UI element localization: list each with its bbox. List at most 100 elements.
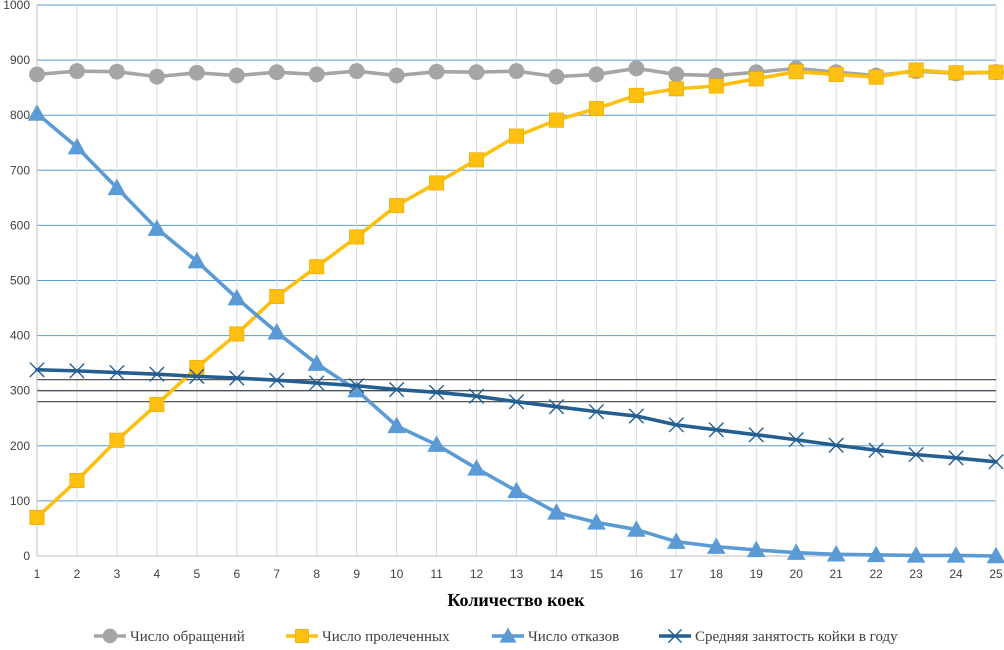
series-lines (27, 60, 1004, 564)
x-tick-label: 9 (353, 567, 360, 581)
data-point-marker (468, 64, 485, 81)
y-tick-label: 300 (10, 384, 30, 398)
data-point-marker (868, 442, 884, 458)
data-point-marker (748, 427, 764, 443)
data-point-marker (628, 60, 645, 77)
data-point-marker (149, 366, 165, 382)
legend-item-1: Число обращений (94, 628, 245, 645)
data-point-marker (667, 628, 683, 644)
data-point-marker (29, 362, 45, 378)
data-point-marker (746, 540, 766, 558)
y-tick-label: 200 (10, 439, 30, 453)
data-point-marker (389, 198, 405, 214)
series-3 (27, 104, 1004, 564)
data-point-marker (508, 394, 525, 410)
data-point-marker (109, 432, 125, 448)
x-tick-label: 11 (430, 567, 443, 581)
x-tick-label: 7 (273, 567, 280, 581)
y-tick-label: 800 (10, 108, 30, 122)
series-2 (29, 62, 1004, 525)
grid (36, 4, 997, 557)
data-point-marker (188, 64, 205, 81)
data-point-marker (229, 326, 245, 342)
data-point-marker (229, 370, 245, 386)
data-point-marker (307, 354, 327, 371)
data-point-marker (547, 503, 566, 520)
y-tick-label: 1000 (3, 0, 30, 12)
data-point-marker (708, 422, 724, 438)
x-tick-label: 24 (949, 567, 963, 581)
legend: Число обращений Число пролеченных Число от… (94, 627, 898, 645)
x-tick-label: 23 (909, 567, 923, 581)
x-tick-label: 12 (470, 567, 484, 581)
data-point-marker (427, 435, 446, 452)
series-4 (29, 362, 1004, 470)
data-point-marker (107, 178, 127, 196)
data-point-marker (309, 259, 325, 275)
data-point-marker (868, 69, 884, 85)
data-point-marker (786, 543, 806, 560)
data-point-marker (388, 67, 405, 84)
data-point-marker (668, 81, 684, 97)
data-point-marker (986, 546, 1004, 564)
x-tick-label: 8 (313, 567, 320, 581)
data-point-marker (69, 63, 85, 80)
data-point-marker (149, 396, 165, 412)
y-tick-label: 100 (10, 494, 30, 508)
data-point-marker (828, 66, 844, 82)
data-point-marker (147, 219, 167, 236)
data-point-marker (587, 513, 606, 530)
y-tick-label: 400 (10, 329, 30, 343)
x-tick-label: 5 (193, 567, 200, 581)
data-point-marker (189, 360, 205, 376)
data-point-marker (667, 532, 686, 549)
data-point-marker (227, 288, 247, 306)
legend-label: Число отказов (528, 629, 619, 645)
data-point-marker (588, 403, 605, 420)
data-point-marker (228, 67, 245, 84)
data-point-marker (628, 408, 645, 424)
data-point-marker (588, 101, 604, 117)
data-point-marker (508, 63, 525, 80)
x-tick-label: 4 (154, 567, 161, 581)
y-tick-label: 600 (10, 218, 30, 232)
data-point-marker (499, 627, 517, 643)
data-point-marker (428, 63, 445, 80)
legend-item-3: Число отказов (492, 627, 619, 645)
x-tick-label: 20 (790, 567, 804, 581)
data-point-marker (508, 128, 524, 144)
data-point-marker (349, 229, 365, 245)
x-tick-label: 25 (989, 567, 1003, 581)
data-point-marker (906, 546, 926, 563)
data-point-marker (268, 64, 285, 81)
legend-label: Средняя занятость койки в году (695, 629, 898, 645)
data-point-marker (108, 63, 125, 80)
data-point-marker (69, 363, 85, 379)
x-tick-label: 17 (670, 567, 684, 581)
data-point-marker (788, 432, 804, 448)
data-point-marker (189, 368, 205, 385)
data-point-marker (628, 87, 644, 103)
data-point-marker (267, 322, 287, 340)
data-point-marker (347, 380, 366, 398)
x-tick-label: 16 (630, 567, 644, 581)
data-point-marker (109, 364, 125, 381)
x-tick-label: 22 (869, 567, 883, 581)
y-tick-label: 500 (10, 274, 30, 288)
data-point-marker (348, 378, 365, 394)
data-point-marker (69, 473, 85, 489)
data-point-marker (668, 66, 685, 83)
legend-item-4: Средняя занятость койки в году (659, 628, 898, 645)
data-point-marker (309, 375, 325, 391)
y-tick-label: 900 (10, 53, 30, 67)
x-tick-label: 10 (390, 567, 404, 581)
data-point-marker (67, 137, 87, 155)
data-point-marker (706, 537, 726, 554)
x-tick-label: 21 (829, 567, 843, 581)
data-point-marker (102, 628, 118, 644)
data-point-marker (748, 71, 764, 87)
data-point-marker (308, 66, 325, 83)
x-tick-label: 18 (710, 567, 724, 581)
